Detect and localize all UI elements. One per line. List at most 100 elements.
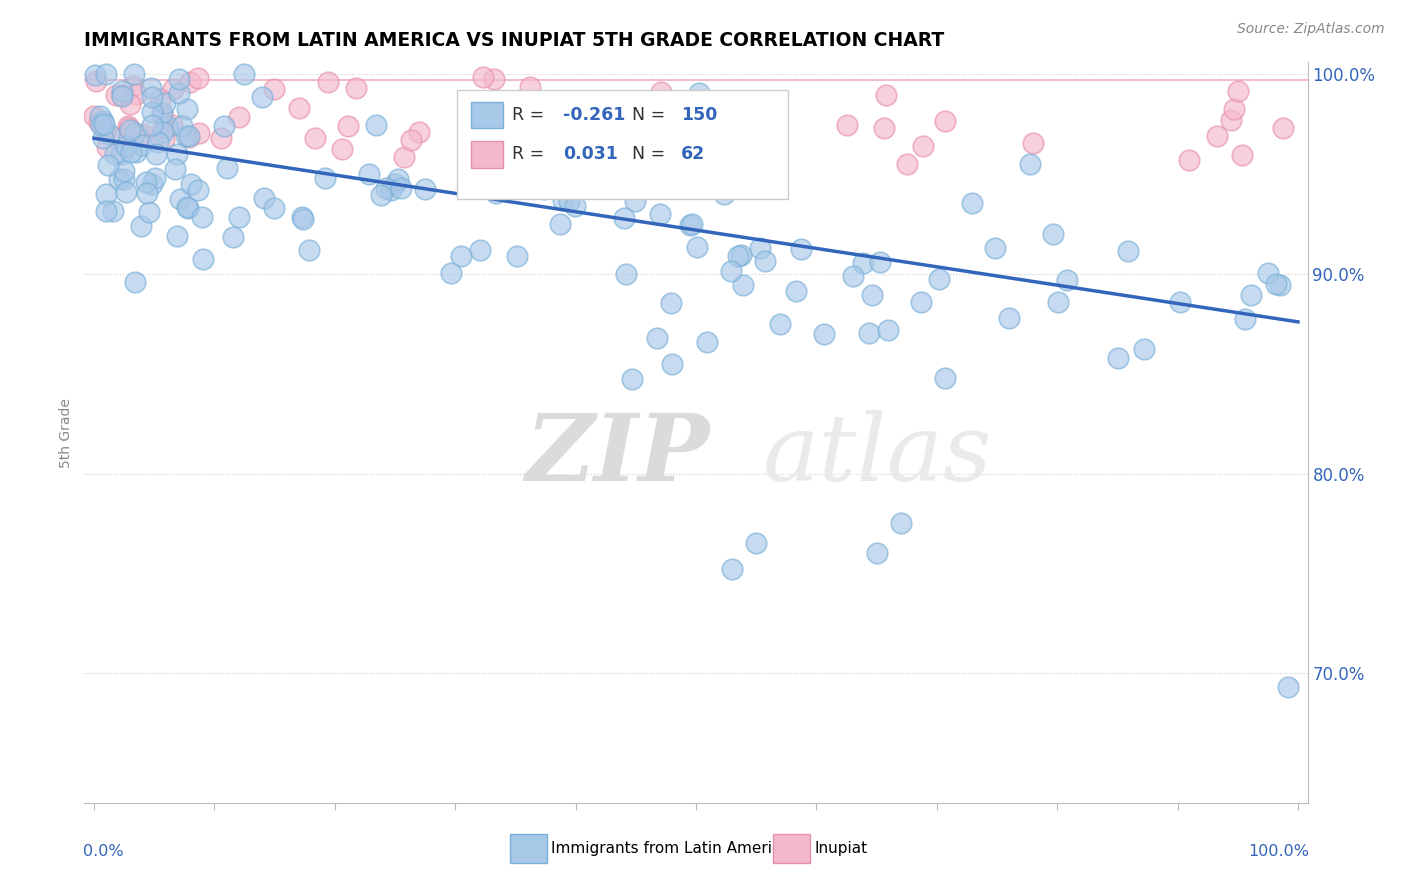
Point [135, 176, 157, 190]
Point [131, 137, 153, 152]
Text: Source: ZipAtlas.com: Source: ZipAtlas.com [1237, 22, 1385, 37]
FancyBboxPatch shape [471, 102, 503, 128]
Point [1046, 295, 1069, 310]
Point [176, 200, 198, 214]
Point [1271, 120, 1294, 135]
Point [149, 92, 172, 106]
Point [357, 167, 380, 181]
Point [613, 211, 636, 226]
Point [174, 129, 197, 144]
Point [152, 120, 174, 135]
Point [659, 295, 682, 310]
Point [139, 81, 162, 95]
Point [153, 96, 176, 111]
Point [188, 126, 211, 140]
Text: R =: R = [513, 106, 550, 124]
Point [934, 370, 956, 384]
Point [152, 125, 174, 139]
Point [94, 204, 117, 219]
Point [93, 123, 115, 137]
Point [960, 196, 983, 211]
Point [191, 252, 214, 267]
Point [623, 194, 645, 209]
Point [896, 156, 918, 170]
Point [681, 217, 703, 231]
Point [253, 190, 276, 204]
Point [105, 87, 128, 102]
Text: 100.0%: 100.0% [1247, 844, 1309, 858]
Point [754, 253, 776, 268]
Point [463, 153, 485, 167]
Point [620, 372, 643, 386]
Point [250, 90, 273, 104]
Point [928, 271, 950, 285]
Point [688, 86, 710, 100]
Point [1220, 113, 1243, 128]
Point [1257, 266, 1279, 280]
Point [91, 131, 114, 145]
Point [661, 357, 683, 371]
Point [650, 85, 672, 99]
Point [387, 172, 409, 186]
Point [152, 107, 174, 121]
Point [769, 317, 792, 331]
Point [141, 90, 163, 104]
Point [111, 88, 134, 103]
FancyBboxPatch shape [471, 141, 503, 168]
Point [120, 96, 142, 111]
Point [506, 249, 529, 263]
Point [998, 310, 1021, 325]
Point [380, 183, 402, 197]
Point [617, 153, 640, 168]
Point [364, 118, 387, 132]
Point [187, 184, 209, 198]
Point [214, 119, 236, 133]
Point [131, 219, 153, 234]
Text: 0.0%: 0.0% [83, 844, 124, 858]
Point [176, 102, 198, 116]
Point [166, 146, 188, 161]
Point [330, 142, 353, 156]
Point [141, 178, 163, 192]
Point [562, 140, 585, 154]
Point [89, 109, 111, 123]
Point [110, 84, 132, 98]
Point [167, 72, 190, 87]
Point [696, 130, 718, 145]
Point [96, 158, 118, 172]
Point [93, 118, 115, 132]
Text: IMMIGRANTS FROM LATIN AMERICA VS INUPIAT 5TH GRADE CORRELATION CHART: IMMIGRANTS FROM LATIN AMERICA VS INUPIAT… [84, 30, 945, 50]
Point [730, 248, 752, 262]
Point [869, 255, 891, 269]
Point [167, 86, 190, 100]
Point [727, 249, 749, 263]
Point [713, 187, 735, 202]
Point [720, 264, 742, 278]
Point [648, 207, 671, 221]
Point [156, 119, 179, 133]
Point [1056, 273, 1078, 287]
Point [162, 82, 184, 96]
Point [146, 135, 169, 149]
Text: atlas: atlas [763, 409, 993, 500]
Point [298, 244, 321, 258]
Point [440, 266, 463, 280]
Point [533, 182, 555, 196]
Point [110, 147, 132, 161]
Point [145, 171, 167, 186]
Point [263, 202, 285, 216]
Point [860, 287, 883, 301]
Point [187, 70, 209, 85]
Point [1270, 277, 1292, 292]
Point [408, 125, 430, 139]
Point [177, 201, 200, 215]
Point [835, 118, 858, 132]
Point [842, 269, 865, 284]
Text: N =: N = [633, 106, 671, 124]
Point [110, 88, 132, 103]
Point [104, 146, 127, 161]
Point [172, 119, 194, 133]
Point [169, 192, 191, 206]
Point [551, 193, 574, 207]
Point [209, 131, 232, 145]
